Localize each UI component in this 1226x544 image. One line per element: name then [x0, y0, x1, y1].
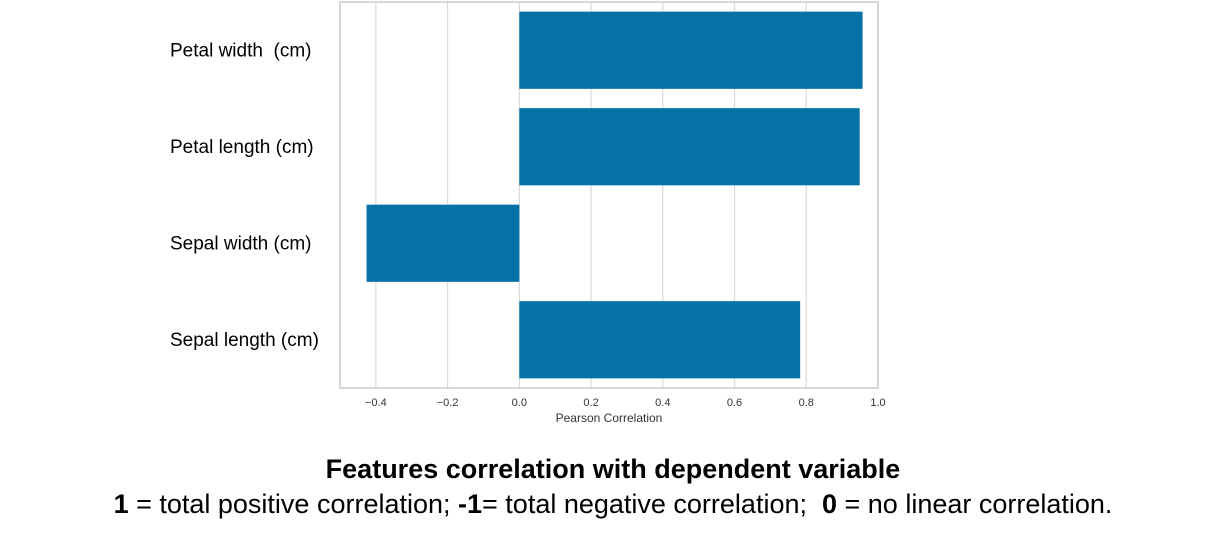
correlation-chart: Petal width (cm) Petal length (cm) Sepal w…	[170, 1, 886, 425]
x-tick-label: 0.6	[727, 397, 742, 409]
caption-note-text: = total negative correlation;	[482, 489, 822, 519]
plot-frame	[339, 1, 879, 389]
bar	[366, 204, 520, 282]
x-tick-label: 0.2	[583, 397, 598, 409]
x-tick-label: 0.4	[655, 397, 670, 409]
bar	[519, 11, 863, 89]
caption-note-value: 1	[113, 489, 129, 519]
caption-note: 1 = total positive correlation; -1= tota…	[0, 486, 1226, 522]
x-tick-label: −0.4	[365, 397, 387, 409]
caption-note-text: = no linear correlation.	[837, 489, 1113, 519]
x-tick-labels: −0.4 −0.2 0.0 0.2 0.4 0.6 0.8 1.0	[365, 397, 886, 409]
caption-note-text: = total positive correlation;	[128, 489, 459, 519]
x-tick-label: −0.2	[437, 397, 459, 409]
y-tick-labels: Petal width (cm) Petal length (cm) Sepal w…	[170, 40, 319, 351]
y-tick-label: Petal width (cm)	[170, 40, 311, 61]
x-tick-label: 0.8	[799, 397, 814, 409]
y-tick-label: Sepal width (cm)	[170, 233, 312, 254]
bars	[366, 11, 863, 379]
x-tick-label: 0.0	[512, 397, 527, 409]
x-tick-label: 1.0	[870, 397, 885, 409]
caption-note-value: 0	[821, 489, 838, 519]
caption-title: Features correlation with dependent vari…	[325, 454, 901, 484]
figure-caption: Features correlation with dependent vari…	[0, 452, 1226, 522]
bar	[519, 301, 801, 379]
caption-note-value: -1	[458, 489, 483, 519]
x-axis-label: Pearson Correlation	[556, 411, 663, 425]
bar	[519, 108, 860, 186]
y-tick-label: Sepal length (cm)	[170, 330, 319, 351]
y-tick-label: Petal length (cm)	[170, 137, 314, 158]
